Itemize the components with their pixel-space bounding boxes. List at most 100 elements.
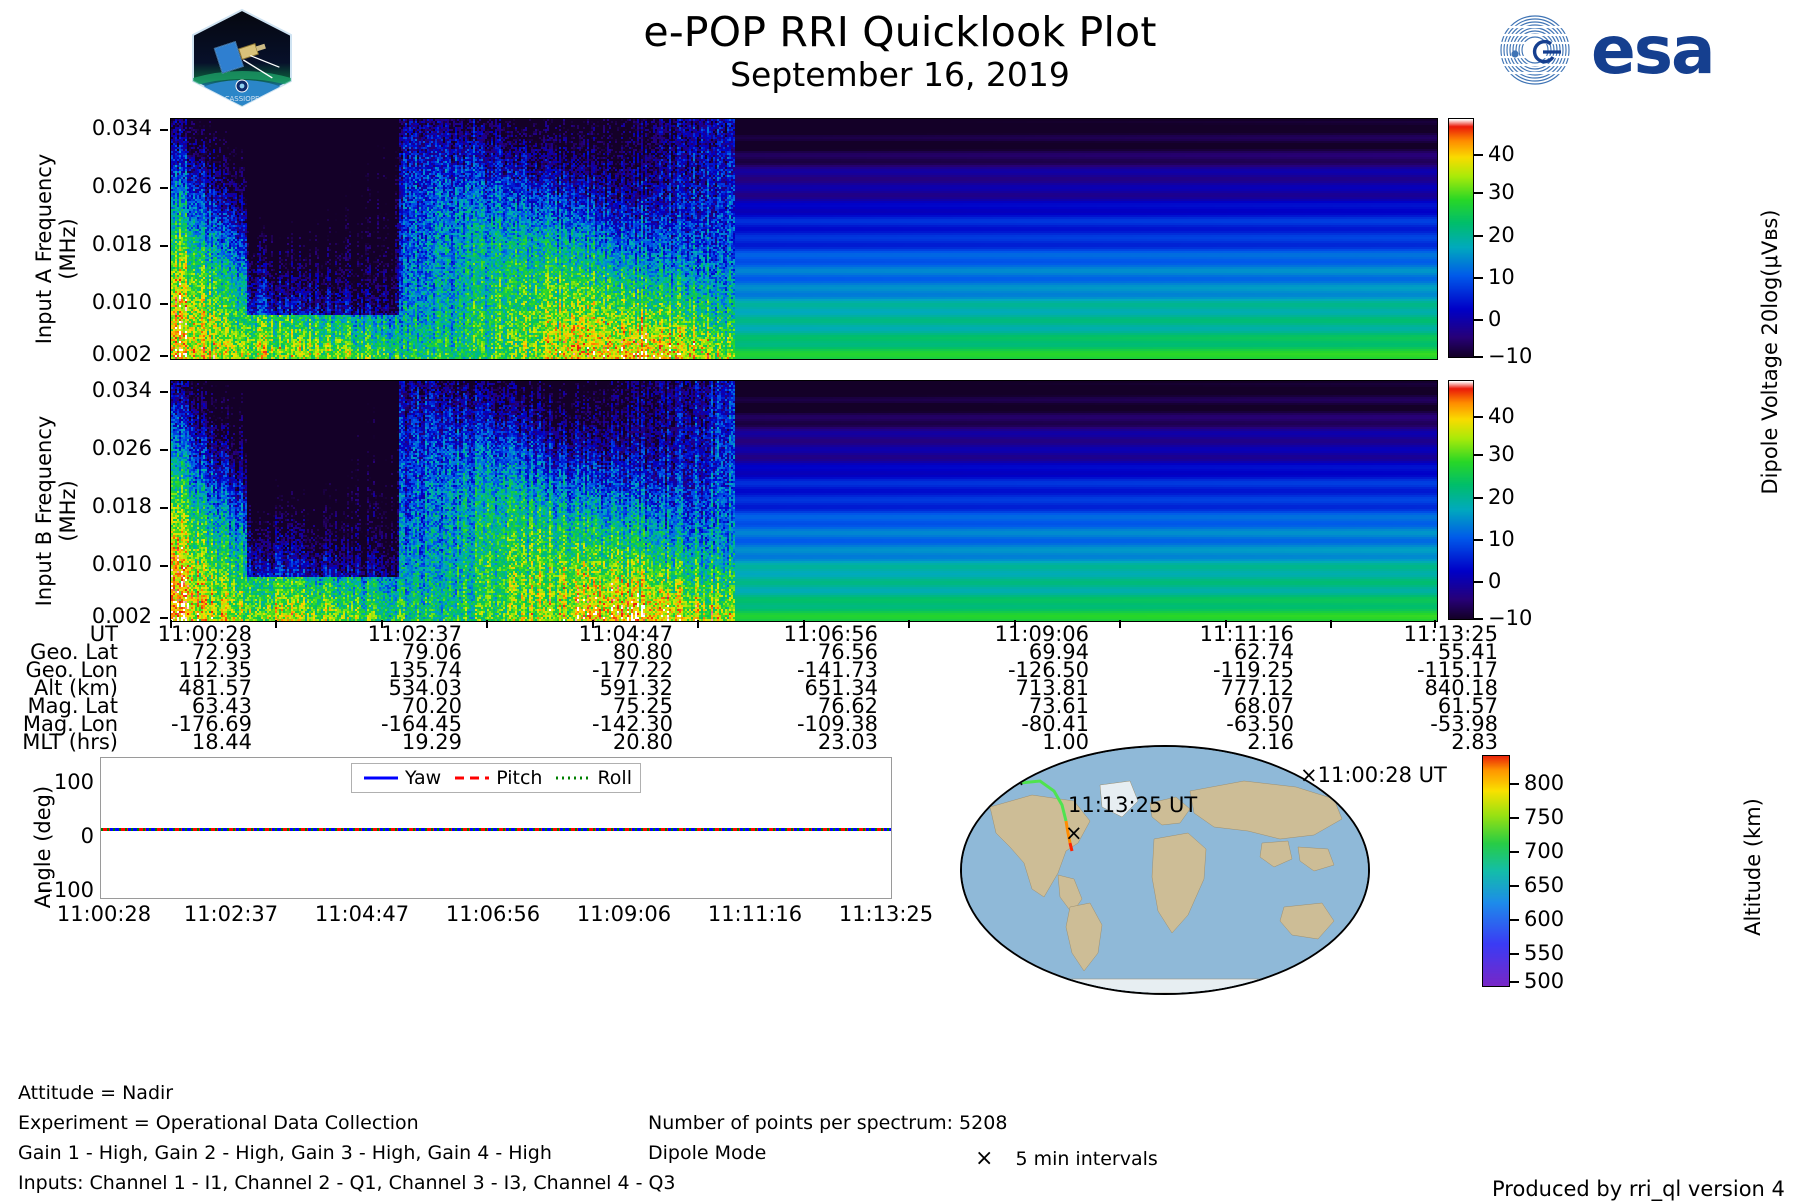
alt-cbtick-label: 800 <box>1524 771 1565 795</box>
ephemeris-row-label: MLT (hrs) <box>22 730 118 754</box>
ephemeris-cell: 73.61 <box>1028 694 1089 718</box>
footer-attitude: Attitude = Nadir <box>18 1082 174 1104</box>
ephemeris-cell: 11:09:06 <box>994 622 1089 646</box>
ephemeris-cell: -176.69 <box>170 712 252 736</box>
ytick: 0.010 <box>91 552 152 576</box>
legend-swatch-pitch <box>455 776 490 780</box>
attitude-plot[interactable]: Yaw Pitch Roll <box>100 757 892 899</box>
legend-label: Yaw <box>405 767 442 789</box>
map-interval-legend: × 5 min intervals <box>975 1146 1158 1171</box>
ephemeris-cell: 23.03 <box>817 730 878 754</box>
cbtick-label: 0 <box>1488 307 1502 331</box>
cbtick-label: 20 <box>1488 485 1515 509</box>
xtick: 11:02:37 <box>183 902 279 926</box>
footer-points: Number of points per spectrum: 5208 <box>648 1112 1008 1134</box>
ephemeris-cell: 2.16 <box>1247 730 1294 754</box>
ephemeris-cell: 1.00 <box>1042 730 1089 754</box>
interval-marker-icon: × <box>975 1146 994 1171</box>
cbtick-label: −10 <box>1488 344 1533 368</box>
ephemeris-cell: 72.93 <box>191 640 252 664</box>
ephemeris-cell: 11:11:16 <box>1199 622 1294 646</box>
ytick: 0.018 <box>91 232 152 256</box>
ephemeris-cell: 2.83 <box>1451 730 1498 754</box>
spec-colorbar-b-ticks: 40 30 20 10 0 −10 <box>1474 380 1554 630</box>
footer-mode: Dipole Mode <box>648 1142 767 1164</box>
xtick: 11:13:25 <box>838 902 934 926</box>
spectrogram-input-b[interactable] <box>170 380 1438 622</box>
attitude-xtick-labels: 11:00:28 11:02:37 11:04:47 11:06:56 11:0… <box>57 902 933 932</box>
ephemeris-cell: -63.50 <box>1226 712 1294 736</box>
cbtick-label: 10 <box>1488 265 1515 289</box>
attitude-legend: Yaw Pitch Roll <box>351 763 641 793</box>
legend-item-yaw: Yaw <box>364 767 441 789</box>
ephemeris-cell: 62.74 <box>1233 640 1294 664</box>
ephemeris-cell: 112.35 <box>178 658 252 682</box>
alt-cbtick-label: 650 <box>1524 873 1565 897</box>
marker-end-icon: × <box>1065 821 1083 845</box>
ephemeris-cell: -126.50 <box>1007 658 1089 682</box>
esa-wordmark: esa <box>1591 11 1716 89</box>
ephemeris-cell: 61.57 <box>1437 694 1498 718</box>
panel-b-ytick-marks <box>160 372 170 622</box>
ground-track-map[interactable]: × × ×11:00:28 UT 11:13:25 UT <box>960 745 1447 995</box>
legend-label: Roll <box>597 767 632 789</box>
ephemeris-table: UT Geo. Lat Geo. Lon Alt (km) Mag. Lat M… <box>0 622 1500 754</box>
spectrogram-b-canvas <box>171 381 1437 621</box>
ephemeris-row-label: Alt (km) <box>33 676 118 700</box>
mission-patch-logo: CASSIOPE <box>187 8 297 108</box>
ephemeris-cell: 11:00:28 <box>157 622 252 646</box>
ytick: 0.010 <box>91 290 152 314</box>
legend-swatch-yaw <box>364 776 398 780</box>
legend-swatch-roll <box>556 776 591 780</box>
ytick: 0.018 <box>91 494 152 518</box>
ephemeris-cell: -53.98 <box>1430 712 1498 736</box>
ephemeris-cell: 11:04:47 <box>578 622 673 646</box>
spectrogram-input-a[interactable] <box>170 118 1438 360</box>
page-subtitle-date: September 16, 2019 <box>730 55 1070 94</box>
ephemeris-cell: 76.56 <box>817 640 878 664</box>
alt-cbtick-label: 600 <box>1524 907 1565 931</box>
ephemeris-cell: 481.57 <box>178 676 252 700</box>
ytick: 0.002 <box>91 604 152 628</box>
cbtick-label: 30 <box>1488 180 1515 204</box>
ephemeris-cell: 63.43 <box>191 694 252 718</box>
ephemeris-cell: 11:06:56 <box>783 622 878 646</box>
cbtick-label: 40 <box>1488 404 1515 428</box>
interval-legend-label: 5 min intervals <box>1015 1147 1158 1170</box>
esa-logo: esa <box>1485 11 1716 89</box>
ephemeris-cell: 76.62 <box>817 694 878 718</box>
footer-produced: Produced by rri_ql version 4 <box>1492 1177 1785 1201</box>
ephemeris-row-label: UT <box>89 622 118 646</box>
ytick: 0.002 <box>91 342 152 366</box>
xtick: 11:04:47 <box>314 902 410 926</box>
ephemeris-cell: -115.17 <box>1416 658 1498 682</box>
alt-cbtick-label: 500 <box>1524 969 1565 993</box>
ephemeris-cell: -119.25 <box>1212 658 1294 682</box>
ephemeris-cell: 11:02:37 <box>367 622 462 646</box>
ephemeris-row-label: Mag. Lat <box>27 694 118 718</box>
xtick: 11:11:16 <box>707 902 803 926</box>
spectrogram-a-canvas <box>171 119 1437 359</box>
ephemeris-cell: 18.44 <box>191 730 252 754</box>
attitude-line-roll <box>101 828 891 831</box>
spec-colorbar-label: Dipole Voltage 20log(μVʙs) <box>1758 209 1782 495</box>
ephemeris-cell: 19.29 <box>401 730 462 754</box>
footer-experiment: Experiment = Operational Data Collection <box>18 1112 419 1134</box>
ephemeris-cell: 135.74 <box>388 658 462 682</box>
ytick: 0.034 <box>91 378 152 402</box>
marker-start-glyph: × <box>1300 763 1318 787</box>
ephemeris-cell: 79.06 <box>401 640 462 664</box>
ephemeris-cell: 777.12 <box>1220 676 1294 700</box>
alt-cbtick-label: 550 <box>1524 941 1565 965</box>
attitude-ytick-labels: 100 0 −100 <box>20 760 100 910</box>
cbtick-label: 40 <box>1488 142 1515 166</box>
map-start-time: 11:00:28 UT <box>1317 763 1447 787</box>
panel-a-ytick-labels: 0.034 0.026 0.018 0.010 0.002 <box>55 110 160 366</box>
footer-inputs: Inputs: Channel 1 - I1, Channel 2 - Q1, … <box>18 1172 676 1194</box>
ephemeris-cell: -177.22 <box>591 658 673 682</box>
ephemeris-row-label: Geo. Lon <box>25 658 118 682</box>
cbtick-label: 0 <box>1488 569 1502 593</box>
panel-a-ytick-marks <box>160 110 170 360</box>
spec-colorbar-a-ticks: 40 30 20 10 0 −10 <box>1474 118 1554 368</box>
ytick: 0.026 <box>91 174 152 198</box>
